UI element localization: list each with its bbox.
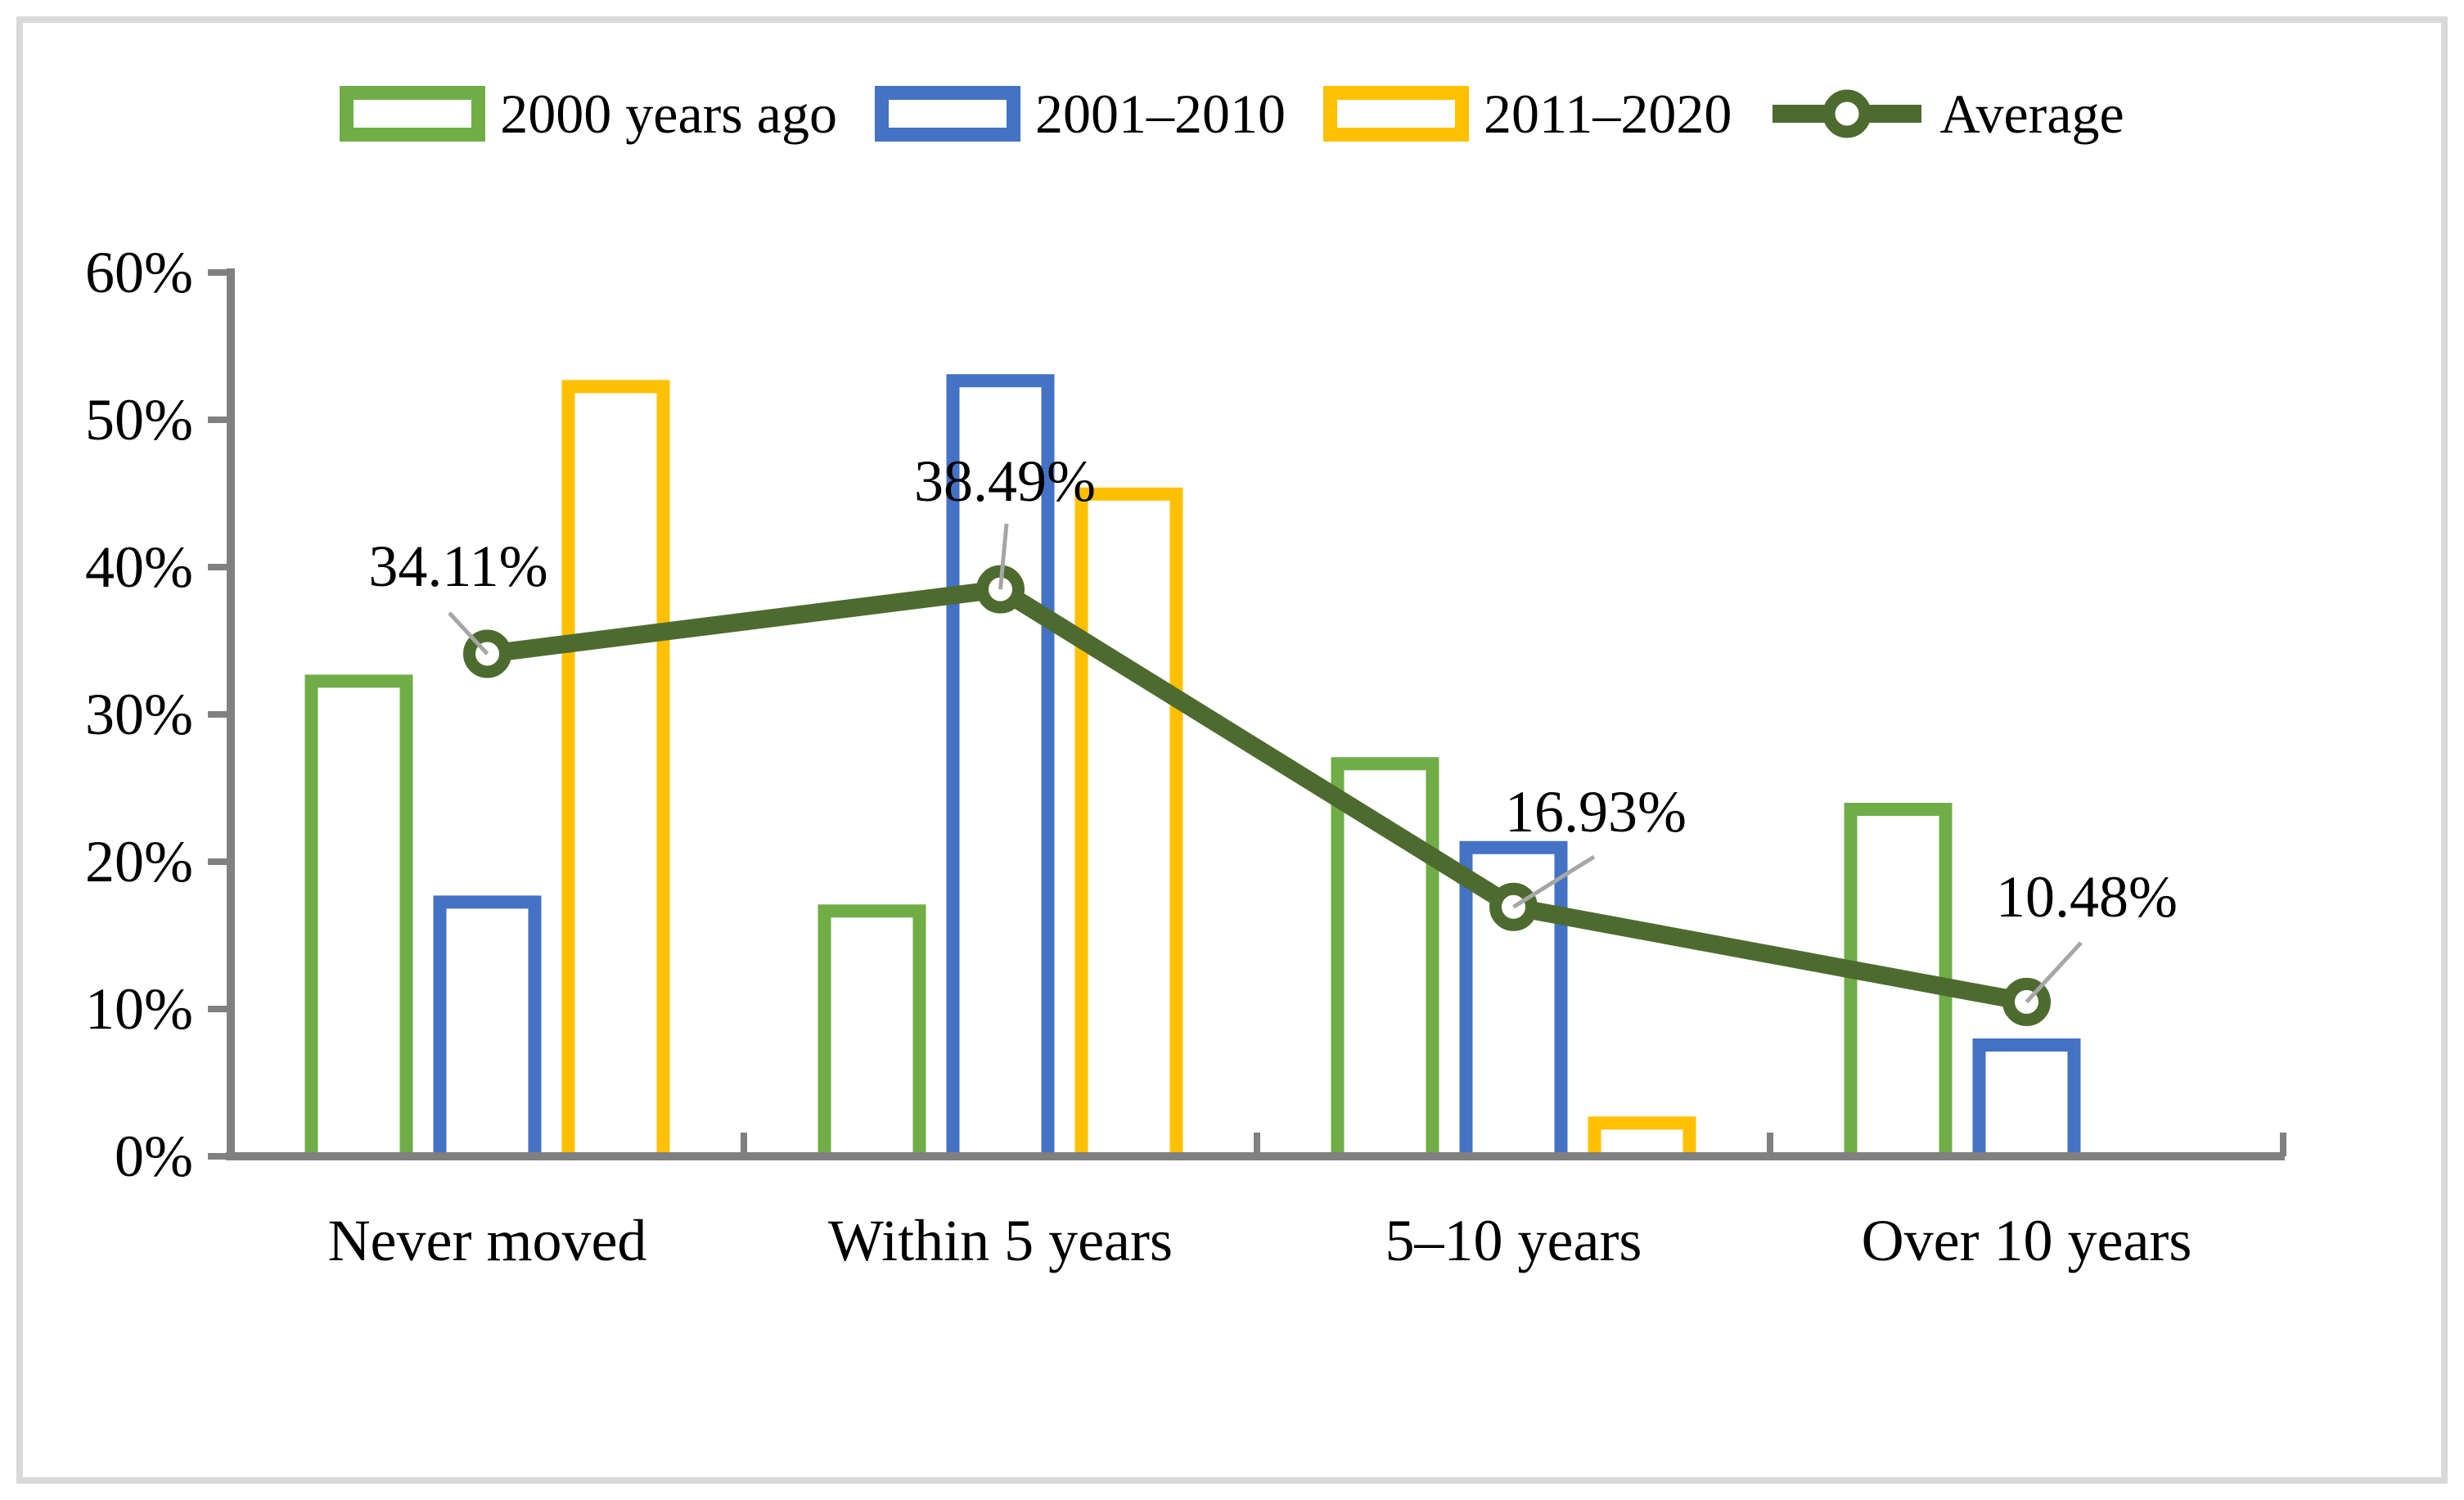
- legend-swatch-icon: [340, 86, 486, 142]
- average-data-label: 34.11%: [368, 534, 547, 599]
- y-tick-label: 10%: [85, 976, 193, 1042]
- average-data-label: 10.48%: [1996, 864, 2178, 930]
- x-category-label: 5–10 years: [1385, 1208, 1642, 1273]
- bar-2001–2010-3: [1972, 1038, 2081, 1160]
- legend-item-1: 2001–2010: [874, 83, 1286, 145]
- legend-label: Average: [1939, 83, 2124, 145]
- bar-2001–2010-0: [433, 895, 542, 1160]
- legend-item-2: 2011–2020: [1322, 83, 1732, 145]
- chart-legend: 2000 years ago 2001–2010 2011–2020 Average: [0, 85, 2464, 142]
- bar-2011–2020-1: [1074, 487, 1183, 1160]
- x-category-label: Within 5 years: [828, 1208, 1173, 1273]
- data-label-leader-line: [1512, 854, 1596, 909]
- legend-swatch-icon: [874, 86, 1020, 142]
- bar-2011–2020-0: [561, 380, 670, 1160]
- legend-item-0: 2000 years ago: [340, 86, 837, 142]
- x-category-label: Over 10 years: [1862, 1208, 2192, 1273]
- chart-outer-frame: [16, 16, 2448, 1484]
- bar-2000 years ago-2: [1331, 757, 1439, 1160]
- legend-label: 2001–2010: [1034, 83, 1286, 145]
- bar-2000 years ago-1: [818, 904, 926, 1160]
- average-data-label: 16.93%: [1505, 779, 1687, 845]
- average-data-label: 38.49%: [914, 448, 1096, 514]
- average-line: [478, 580, 2036, 1011]
- legend-item-3: Average: [1769, 85, 2124, 142]
- legend-label: 2000 years ago: [500, 83, 837, 145]
- y-tick-label: 0%: [115, 1124, 193, 1189]
- y-tick-label: 30%: [85, 682, 193, 747]
- legend-label: 2011–2020: [1483, 83, 1732, 145]
- data-label-leader-line: [998, 523, 1009, 590]
- x-category-label: Never moved: [328, 1208, 647, 1273]
- y-tick-label: 60%: [85, 240, 193, 305]
- bar-2011–2020-2: [1588, 1116, 1696, 1160]
- legend-line-marker-icon: [1773, 89, 1922, 138]
- y-tick-label: 40%: [85, 534, 193, 600]
- legend-swatch-icon: [1322, 86, 1469, 142]
- bar-2000 years ago-0: [304, 674, 413, 1160]
- data-label-leader-line: [448, 611, 489, 655]
- bar-2001–2010-1: [946, 374, 1055, 1160]
- data-label-leader-line: [2025, 941, 2083, 1004]
- y-tick-label: 50%: [85, 387, 193, 453]
- bar-2001–2010-2: [1459, 840, 1568, 1160]
- y-tick-label: 20%: [85, 829, 193, 894]
